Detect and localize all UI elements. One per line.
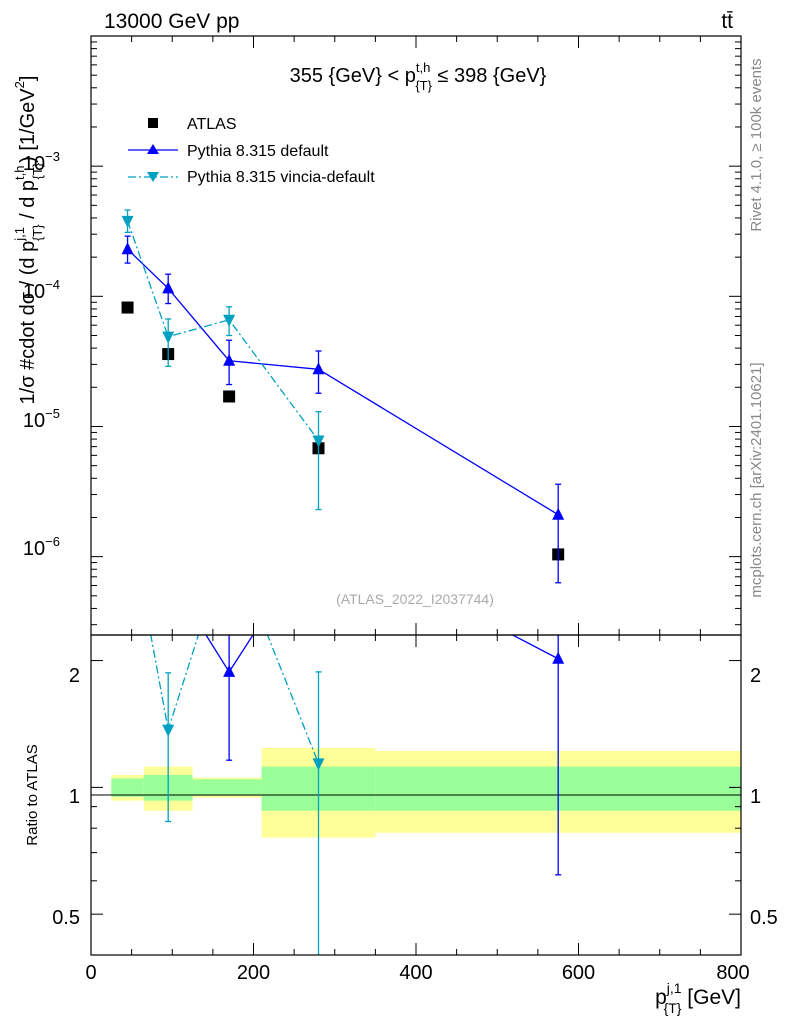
series-line [127, 248, 559, 516]
energy-label: 13000 GeV pp [104, 10, 239, 33]
ratio-bands [111, 748, 741, 838]
y-tick-labels: 10−6 10−5 10−4 10−3 [23, 149, 60, 560]
ratio-axis-label: Ratio to ATLAS [24, 744, 41, 845]
ratio-tick-label-right-2: 2 [750, 665, 761, 687]
x-tick-labels: 0 200 400 600 800 [85, 962, 749, 984]
ratio-point [552, 651, 565, 664]
ratio-tick-label-right-1: 1 [750, 786, 761, 808]
ratio-tick-label-0.5: 0.5 [52, 907, 80, 929]
y-tick-label-1e-3: 10−3 [23, 149, 60, 175]
legend: ATLAS Pythia 8.315 default Pythia 8.315 … [128, 116, 375, 186]
legend-marker-square [148, 118, 158, 128]
legend-label-pythia-vincia: Pythia 8.315 vincia-default [187, 169, 375, 186]
series-line [126, 220, 320, 441]
main-layer [121, 209, 565, 584]
ratio-layer [150, 635, 565, 955]
y-tick-label-1e-6: 10−6 [23, 534, 60, 560]
data-point [223, 314, 236, 327]
data-point [121, 215, 134, 228]
legend-item-pythia-vincia: Pythia 8.315 vincia-default [128, 169, 375, 186]
data-point [312, 435, 325, 448]
data-point [223, 390, 236, 403]
legend-item-pythia-default: Pythia 8.315 default [128, 143, 329, 160]
data-point [312, 362, 325, 375]
band-inner [192, 779, 262, 796]
plot-title: 355 {GeV} < pt,h {T} ≤ 398 {GeV} [290, 60, 547, 93]
data-point [223, 353, 236, 366]
data-point [121, 242, 134, 255]
x-axis-label: pj,1 {T} [GeV] [655, 980, 741, 1016]
data-point [121, 301, 134, 314]
data-point [552, 507, 565, 520]
ratio-point [223, 664, 236, 677]
data-point [162, 331, 175, 344]
legend-label-atlas: ATLAS [187, 116, 237, 133]
x-tick-label-200: 200 [237, 962, 270, 984]
legend-item-atlas: ATLAS [148, 116, 237, 133]
ratio-point [312, 758, 325, 771]
process-label: tt̄ [721, 10, 733, 33]
y-axis-label: 1/σ #cdot dσ / (d pj,1 {T} / d pt,h {T}) [… [12, 76, 45, 405]
rivet-label: Rivet 4.1.0, ≥ 100k events [748, 58, 765, 231]
mcplots-label: mcplots.cern.ch [arXiv:2401.10621] [748, 362, 765, 597]
y-tick-label-1e-4: 10−4 [23, 277, 60, 303]
ratio-tick-label-2: 2 [69, 665, 80, 687]
band-inner [111, 778, 144, 797]
ratio-line [150, 635, 320, 764]
legend-marker-triangle-down [147, 172, 159, 182]
x-tick-label-800: 800 [716, 962, 749, 984]
x-tick-label-400: 400 [399, 962, 432, 984]
data-point [162, 281, 175, 294]
analysis-label: (ATLAS_2022_I2037744) [336, 591, 494, 607]
ratio-tick-labels: 0.5 1 2 0.5 1 2 [52, 665, 778, 929]
ratio-tick-label-1: 1 [69, 786, 80, 808]
x-tick-label-0: 0 [85, 962, 96, 984]
y-tick-label-1e-5: 10−5 [23, 406, 60, 432]
ratio-tick-label-right-0.5: 0.5 [750, 907, 778, 929]
legend-label-pythia-default: Pythia 8.315 default [187, 143, 329, 160]
tick-marks [90, 35, 742, 956]
legend-marker-triangle-up [147, 144, 159, 154]
ratio-point [162, 724, 175, 737]
x-tick-label-600: 600 [562, 962, 595, 984]
